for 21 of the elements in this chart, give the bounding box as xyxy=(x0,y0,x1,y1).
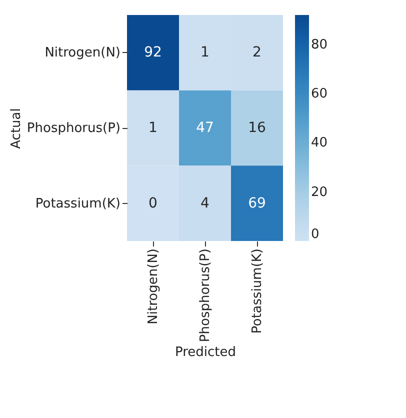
color-bar-label: 0 xyxy=(311,227,320,242)
data-label: 69 xyxy=(248,195,266,212)
data-label: 1 xyxy=(148,120,158,136)
x-tick-label: Phosphorus(P) xyxy=(198,248,213,342)
x-axis-title: Predicted xyxy=(174,345,236,360)
y-tick-label: Nitrogen(N) xyxy=(44,46,120,61)
color-bar-label: 80 xyxy=(311,37,328,52)
data-label: 16 xyxy=(248,120,266,136)
y-tick-label: Phosphorus(P) xyxy=(26,121,120,136)
color-bar-label: 20 xyxy=(311,184,328,200)
data-label: 2 xyxy=(252,44,262,61)
x-tick-label: Potassium(K) xyxy=(250,248,265,334)
data-label: 4 xyxy=(200,195,210,212)
data-label: 1 xyxy=(200,44,210,61)
data-label: 92 xyxy=(144,44,162,61)
color-bar-label: 60 xyxy=(311,86,328,102)
color-bar-label: 40 xyxy=(311,136,328,151)
y-tick-label: Potassium(K) xyxy=(35,196,120,212)
y-axis-title: Actual xyxy=(8,108,24,149)
data-label: 47 xyxy=(196,120,214,136)
data-label: 0 xyxy=(148,195,158,212)
